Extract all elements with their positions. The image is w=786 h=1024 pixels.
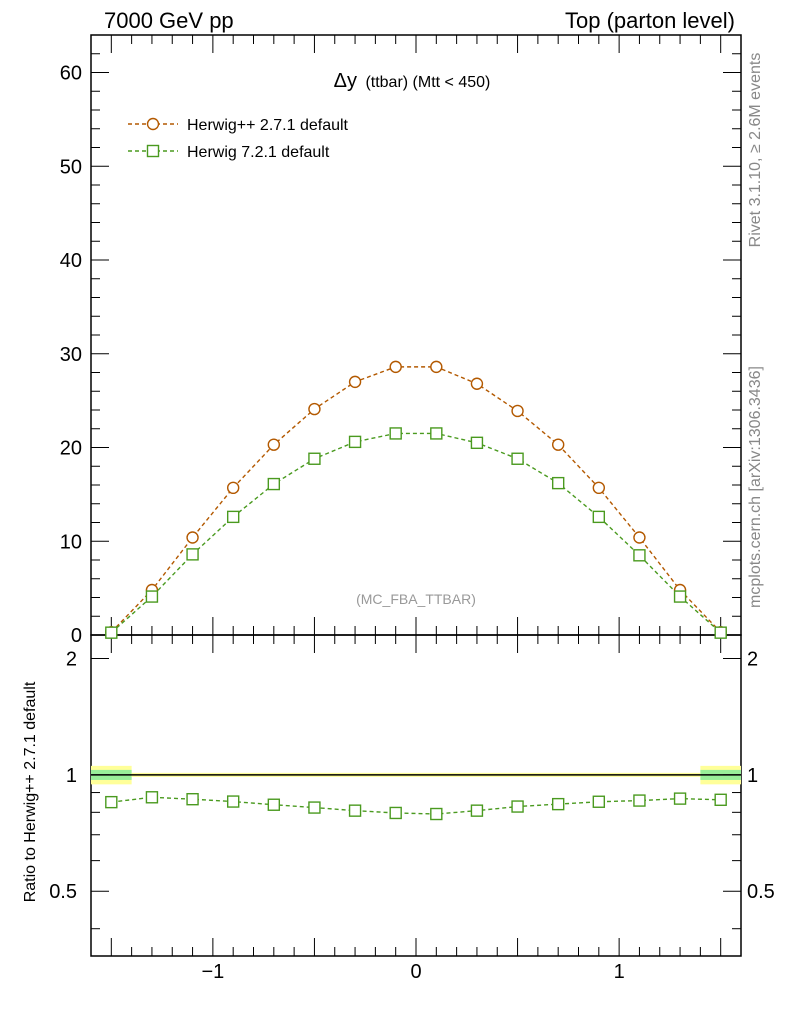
header-right-label: Top (parton level) — [565, 8, 735, 33]
ratio-data-point — [186, 793, 199, 806]
main-data-point — [105, 626, 118, 639]
legend: Herwig++ 2.7.1 default Herwig 7.2.1 defau… — [128, 117, 349, 161]
main-ytick-label: 40 — [60, 250, 82, 272]
ratio-data-point — [430, 807, 443, 821]
main-ytick-label: 50 — [60, 156, 82, 178]
ratio-series-line — [111, 796, 721, 815]
main-ytick-label: 30 — [60, 344, 82, 366]
main-series-layer — [105, 360, 727, 639]
main-data-point — [633, 531, 646, 544]
main-data-point — [714, 626, 727, 639]
main-data-point — [267, 477, 281, 491]
main-data-point — [430, 360, 443, 374]
ratio-data-point — [592, 795, 606, 808]
main-data-point — [348, 375, 362, 389]
main-data-point — [186, 531, 199, 544]
main-series-line — [110, 432, 722, 634]
ratio-data-point — [348, 804, 362, 817]
ratio-data-point — [308, 801, 321, 814]
ratio-data-point — [673, 792, 687, 805]
ratio-ytick-label-right: 2 — [747, 648, 758, 670]
main-data-point — [389, 427, 402, 440]
ratio-ytick-label-left: 1 — [66, 765, 77, 787]
ratio-uncertainty-bands — [91, 765, 741, 785]
ratio-series-layer — [105, 791, 727, 821]
main-data-point — [226, 481, 240, 495]
legend-label: Herwig++ 2.7.1 default — [187, 117, 349, 134]
main-data-point — [511, 452, 524, 465]
ratio-data-point — [389, 806, 402, 820]
ratio-data-point — [511, 800, 524, 813]
main-data-point — [348, 435, 362, 449]
main-data-point — [551, 476, 565, 490]
main-series-1 — [105, 427, 727, 639]
legend-entry-1: Herwig 7.2.1 default — [128, 144, 330, 161]
ratio-axis-ticks: 0.5 0.5 1 1 2 2 −1 0 1 — [49, 635, 775, 983]
main-data-point — [308, 452, 321, 465]
main-data-point — [308, 402, 321, 416]
main-ytick-label: 0 — [71, 625, 82, 647]
main-data-point — [592, 481, 606, 495]
ratio-data-point — [470, 804, 484, 817]
legend-entry-0: Herwig++ 2.7.1 default — [128, 117, 349, 134]
main-ytick-label: 20 — [60, 438, 82, 460]
main-data-point — [470, 377, 484, 390]
chart-title-main: Δy — [334, 70, 357, 92]
main-data-point — [226, 510, 240, 524]
main-data-point — [592, 510, 606, 524]
chart-title-sub: (ttbar) (Mtt < 450) — [365, 74, 490, 91]
ratio-series-0 — [105, 791, 727, 821]
main-data-point — [673, 590, 687, 603]
legend-marker — [146, 144, 160, 158]
ratio-data-point — [145, 791, 159, 804]
main-data-point — [267, 438, 281, 451]
ratio-ytick-label-left: 2 — [66, 648, 77, 670]
ratio-ytick-label-right: 1 — [747, 765, 758, 787]
main-axis-ticks: 0 10 20 30 40 50 60 — [60, 34, 742, 647]
ratio-data-point — [105, 795, 118, 809]
ratio-ytick-label-left: 0.5 — [49, 881, 77, 903]
rivet-label: Rivet 3.1.10, ≥ 2.6M events — [747, 53, 764, 248]
main-data-point — [145, 590, 159, 603]
ratio-data-point — [714, 793, 727, 806]
ratio-xtick-label: 0 — [410, 961, 421, 983]
main-data-point — [186, 548, 199, 561]
main-data-point — [551, 438, 565, 451]
ratio-y-axis-label: Ratio to Herwig++ 2.7.1 default — [22, 681, 39, 902]
main-series-line — [110, 366, 722, 633]
main-data-point — [470, 436, 484, 450]
ratio-data-point — [226, 795, 240, 808]
ratio-data-point — [267, 798, 281, 811]
main-data-point — [430, 427, 443, 440]
ratio-xtick-label: −1 — [201, 961, 224, 983]
chart-title: Δy (ttbar) (Mtt < 450) — [334, 70, 491, 92]
main-data-point — [511, 404, 524, 418]
watermark: (MC_FBA_TTBAR) — [356, 591, 476, 607]
ratio-xtick-label: 1 — [614, 961, 625, 983]
ratio-ytick-label-right: 0.5 — [747, 881, 775, 903]
legend-marker — [146, 117, 160, 131]
mcplots-label: mcplots.cern.ch [arXiv:1306.3436] — [747, 366, 764, 608]
ratio-data-point — [551, 797, 565, 811]
legend-label: Herwig 7.2.1 default — [187, 144, 330, 161]
main-ytick-label: 10 — [60, 531, 82, 553]
main-data-point — [389, 360, 402, 374]
main-ytick-label: 60 — [60, 63, 82, 85]
main-data-point — [633, 549, 646, 562]
ratio-data-point — [633, 794, 646, 807]
header-left-label: 7000 GeV pp — [104, 8, 234, 33]
